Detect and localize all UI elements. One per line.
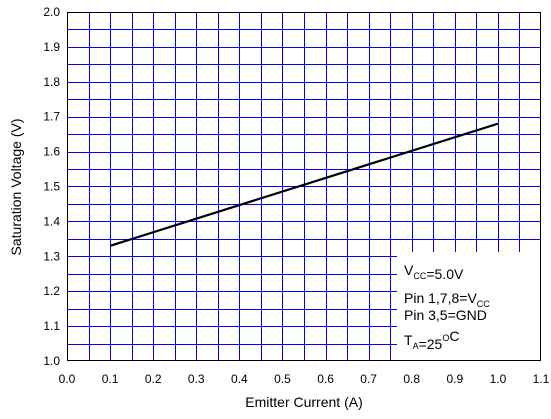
legend-line: Pin 3,5=GND [404,307,487,323]
x-tick-label: 0.0 [59,372,76,386]
y-tick-label: 1.9 [43,40,60,54]
y-axis-title: Saturation Voltage (V) [8,119,24,256]
x-axis-title: Emitter Current (A) [245,394,362,410]
legend-text-part: CC [413,271,426,281]
legend-text-part: Pin 1,7,8=V [404,290,477,306]
legend-text-part: A [413,341,419,351]
legend-text-part: =25 [419,336,443,352]
x-tick-label: 0.3 [188,372,205,386]
x-tick-label: 1.0 [490,372,507,386]
x-tick-label: 1.1 [533,372,550,386]
plot-frame [67,12,541,361]
y-tick-label: 1.3 [43,249,60,263]
x-tick-label: 0.1 [102,372,119,386]
y-tick-label: 1.8 [43,75,60,89]
legend-text-part: Pin 3,5=GND [404,307,487,323]
series-line [109,122,499,247]
x-tick-label: 0.5 [274,372,291,386]
legend-line: VCC=5.0V [404,262,464,282]
legend-line: Pin 1,7,8=VCC [404,290,490,309]
legend-line: TA=25OC [404,328,459,352]
legend-background [397,252,541,361]
y-tick-label: 1.0 [43,354,60,368]
legend-text-part: C [449,328,459,344]
legend-text-part: T [404,332,413,348]
y-tick-label: 1.1 [43,319,60,333]
tick-labels: 0.0 0.1 0.2 0.3 0.4 0.5 0.6 0.7 0.8 0.9 1.0 1.1 1.0 1… [43,5,549,386]
x-tick-label: 0.7 [360,372,377,386]
y-tick-label: 2.0 [43,5,60,19]
y-tick-label: 1.5 [43,180,60,194]
x-tick-label: 0.2 [145,372,162,386]
y-tick-label: 1.2 [43,284,60,298]
x-tick-label: 0.4 [231,372,248,386]
x-tick-label: 0.9 [446,372,463,386]
x-tick-label: 0.6 [317,372,334,386]
series-layer [109,122,499,247]
x-tick-label: 0.8 [403,372,420,386]
y-tick-label: 1.6 [43,145,60,159]
legend-text-part: =5.0V [426,266,464,282]
y-tick-label: 1.4 [43,214,60,228]
y-tick-label: 1.7 [43,110,60,124]
legend-text-part: V [404,262,414,278]
legend-text-part: O [442,333,449,343]
legend-text-part: CC [477,299,490,309]
plot-border [67,12,541,361]
